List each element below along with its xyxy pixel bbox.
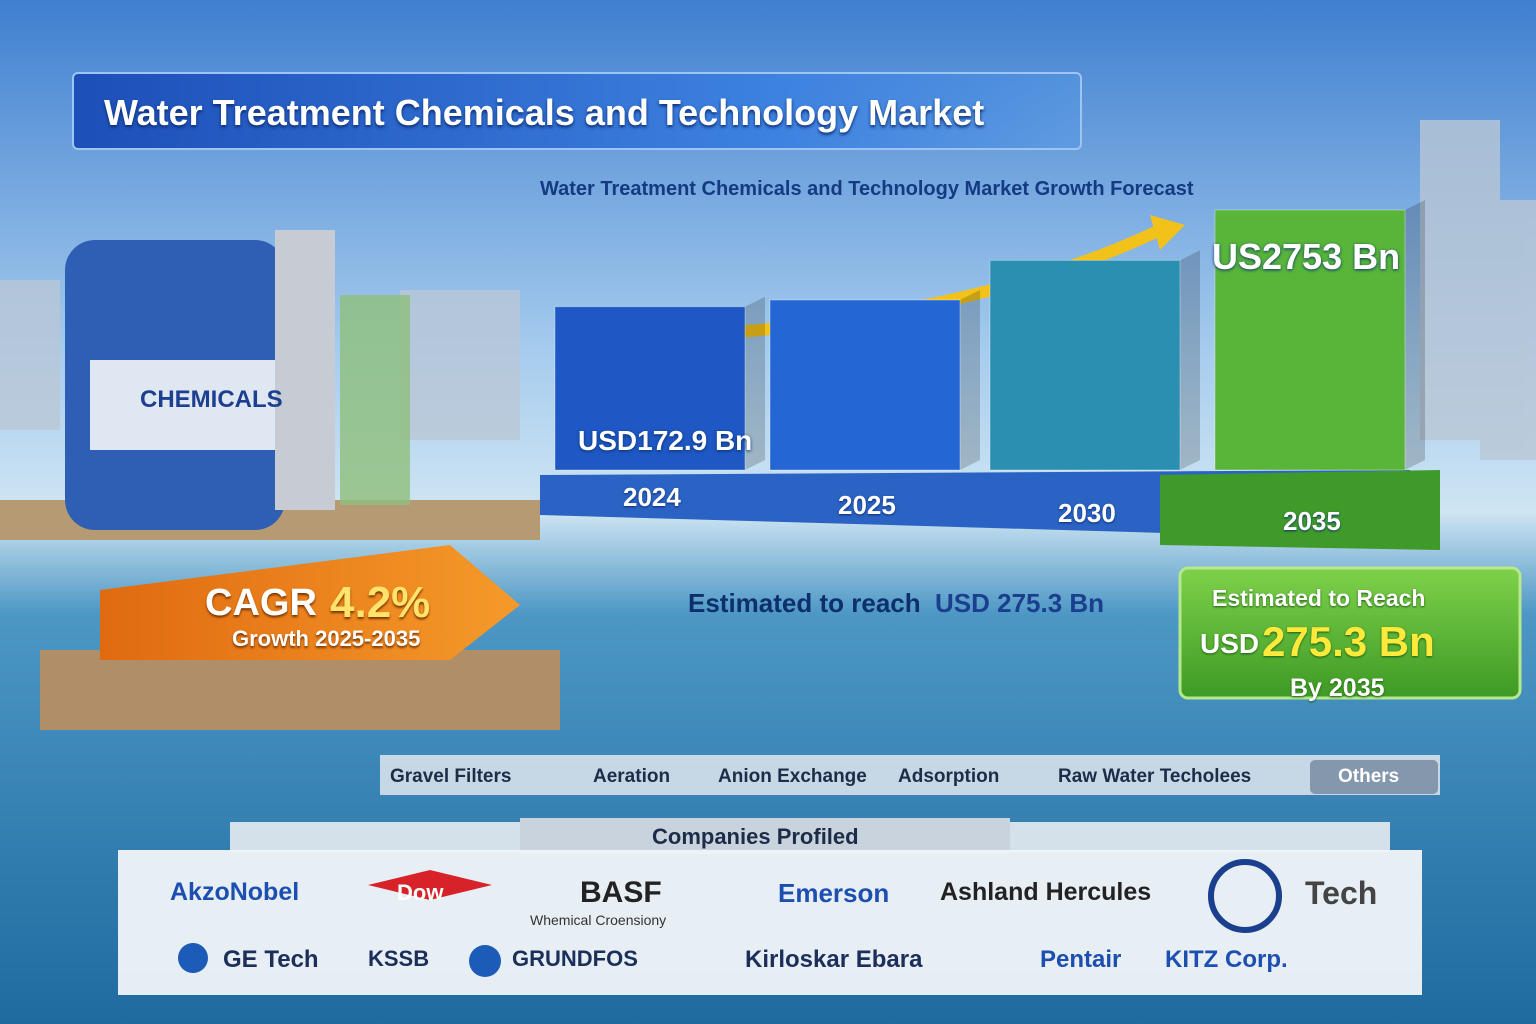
companies-heading: Companies Profiled [652,824,859,849]
x-tick-label: 2030 [1058,498,1116,528]
company-name: KITZ Corp. [1165,946,1288,973]
estimate-lead: Estimated to reach [688,588,921,618]
cagr-value: 4.2% [330,578,431,627]
box-lead: Estimated to Reach [1212,585,1426,611]
technology-label: Raw Water Techolees [1058,766,1252,787]
estimate-amount: USD 275.3 Bn [935,588,1105,618]
company-name: KSSB [368,946,430,971]
technology-label: Others [1338,766,1400,787]
basf-note: Whemical Croensiony [530,912,667,928]
company-name: BASF [580,875,662,909]
technology-label: Anion Exchange [718,766,867,787]
bar [989,259,1181,471]
technology-label: Gravel Filters [390,766,512,787]
company-name: GRUNDFOS [512,946,638,971]
title: Water Treatment Chemicals and Technology… [72,72,1082,150]
bar [769,299,961,471]
x-tick-label: 2035 [1283,506,1341,536]
company-name: Dow [397,879,444,905]
company-name: GE Tech [223,946,319,973]
bar-side [960,290,980,470]
company-name: Kirloskar Ebara [745,946,923,973]
bar-side [1180,250,1200,470]
bar-side [1405,200,1425,470]
bar [1214,209,1406,471]
cagr-period: Growth 2025-2035 [232,626,421,651]
jug-label: CHEMICALS [140,386,283,413]
x-tick-label: 2025 [838,490,896,520]
box-year: By 2035 [1290,674,1385,702]
x-tick-label: 2024 [623,482,681,512]
company-name: Ashland Hercules [940,878,1152,906]
value-label: US2753 Bn [1212,236,1401,277]
company-name: Tech [1305,874,1378,911]
cagr-label: CAGR [205,582,317,624]
technology-label: Adsorption [898,766,1000,787]
company-name: Pentair [1040,946,1122,973]
box-currency: USD [1200,628,1260,659]
chart-title: Water Treatment Chemicals and Technology… [540,178,1194,200]
bar-side [745,296,765,470]
company-name: Emerson [778,877,890,908]
company-name: AkzoNobel [170,878,300,906]
box-amount: 275.3 Bn [1262,618,1435,665]
bar [554,306,746,471]
technology-label: Aeration [593,766,671,787]
value-label: USD172.9 Bn [578,425,753,456]
